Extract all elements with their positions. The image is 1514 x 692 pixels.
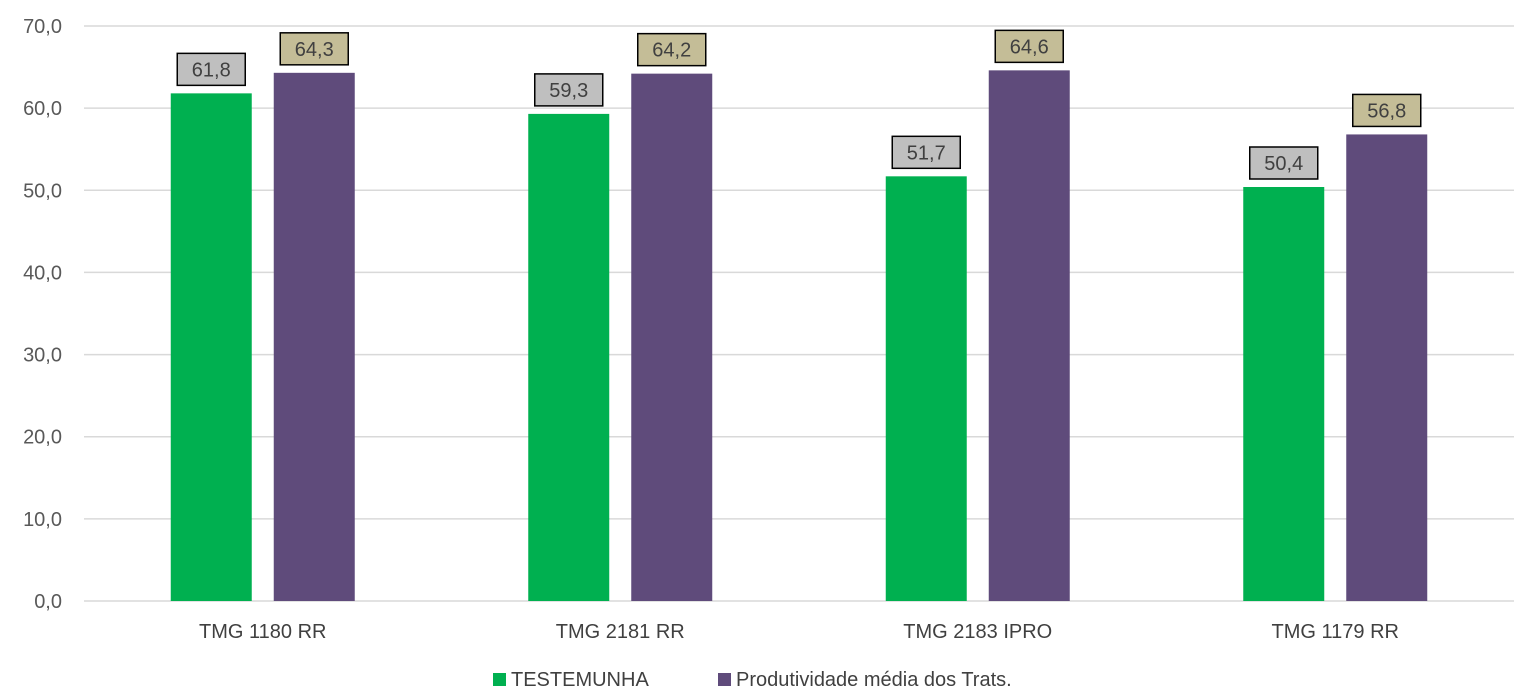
x-tick-label: TMG 1179 RR (1272, 621, 1399, 643)
bar-testemunha (1243, 187, 1325, 601)
data-labels: 61,8 64,3 59,3 64,2 51,7 64,6 50,4 56,8 (176, 29, 1422, 180)
y-tick-label: 70,0 (23, 16, 62, 38)
data-label: 64,3 (295, 39, 334, 61)
y-tick-label: 30,0 (23, 345, 62, 367)
data-label: 51,7 (907, 142, 946, 164)
y-tick-label: 50,0 (23, 180, 62, 202)
bar-produtividade (988, 70, 1070, 602)
data-label-box (279, 32, 349, 66)
y-tick-label: 0,0 (34, 591, 62, 613)
data-label: 59,3 (549, 80, 588, 102)
data-label-box (1352, 93, 1422, 128)
data-label-box (637, 32, 707, 67)
bar-testemunha (528, 113, 610, 602)
legend-label: Produtividade média dos Trats. (736, 669, 1012, 691)
x-tick-label: TMG 1180 RR (199, 621, 326, 643)
y-tick-label: 40,0 (23, 262, 62, 284)
y-tick-label: 60,0 (23, 98, 62, 120)
legend-swatch (493, 673, 506, 686)
data-label: 64,2 (652, 40, 691, 62)
bar-testemunha (885, 176, 967, 602)
bar-produtividade (631, 73, 713, 601)
data-label: 56,8 (1367, 100, 1406, 122)
data-label: 61,8 (192, 59, 231, 81)
data-label: 50,4 (1264, 153, 1303, 175)
x-tick-label: TMG 2181 RR (556, 621, 685, 643)
y-tick-label: 10,0 (23, 509, 62, 531)
legend: TESTEMUNHA Produtividade média dos Trats. (493, 669, 1012, 691)
legend-label: TESTEMUNHA (511, 669, 649, 691)
data-label-box (176, 52, 246, 87)
data-label-box (534, 73, 604, 107)
bar-testemunha (170, 93, 252, 601)
y-axis-ticks: 0,0 10,0 20,0 30,0 40,0 50,0 60,0 70,0 (23, 16, 62, 613)
data-label: 64,6 (1010, 36, 1049, 58)
data-label-box (1249, 146, 1319, 180)
bar-produtividade (1346, 134, 1428, 601)
data-label-box (891, 135, 961, 170)
y-tick-label: 20,0 (23, 427, 62, 449)
bar-produtividade (273, 72, 355, 602)
x-tick-label: TMG 2183 IPRO (903, 621, 1052, 643)
legend-swatch (718, 673, 731, 686)
x-axis-categories: TMG 1180 RR TMG 2181 RR TMG 2183 IPRO TMG 1… (199, 621, 1399, 643)
data-label-box (994, 29, 1064, 64)
bars (170, 70, 1428, 602)
